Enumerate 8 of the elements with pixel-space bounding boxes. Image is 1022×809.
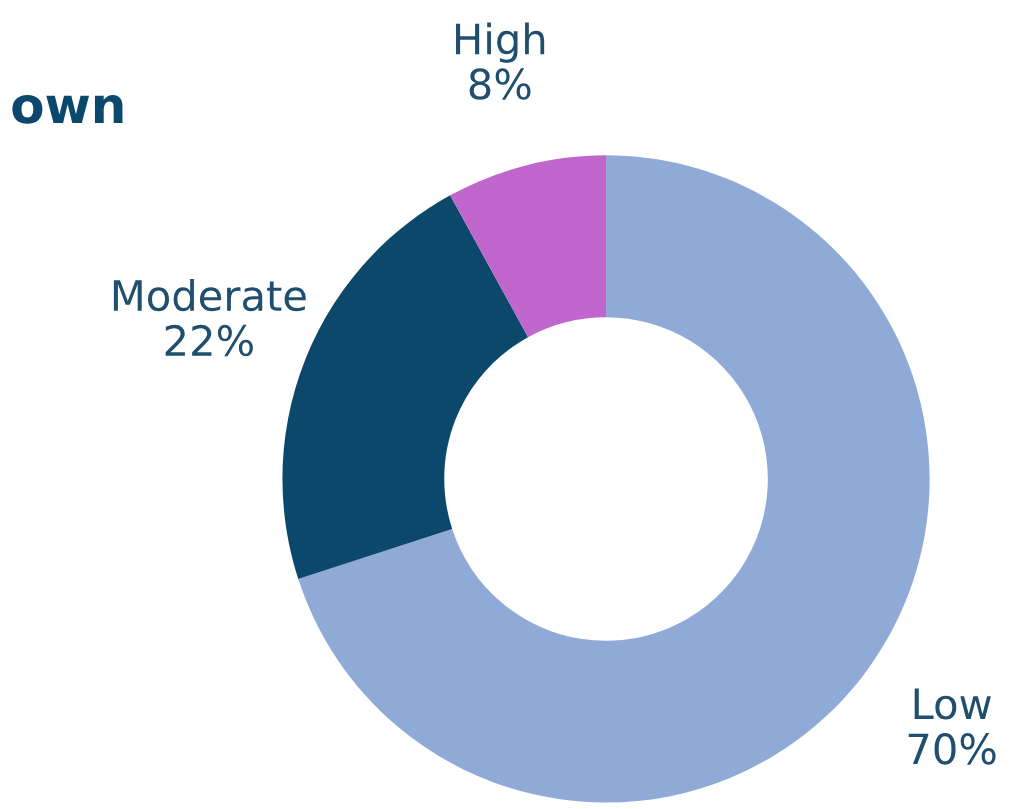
slice-label: High [456,22,545,63]
data-label: 70% [908,733,996,765]
donut-slice [450,155,607,338]
data-label: 22% [165,324,253,357]
text: own [12,95,123,124]
data-label: 8% [469,68,531,100]
slice-label: Moderate [113,278,306,312]
slice-label: Low [914,688,991,720]
